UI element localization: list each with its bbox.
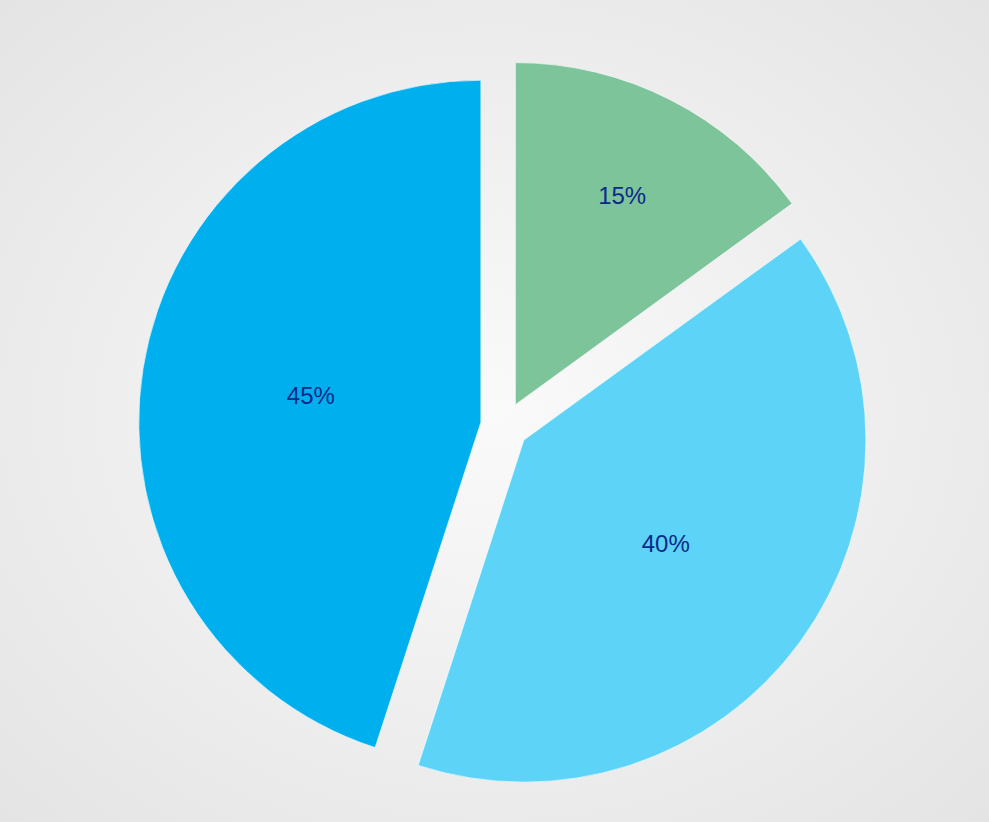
svg-text:15%: 15%: [598, 182, 646, 209]
svg-text:45%: 45%: [287, 382, 335, 409]
svg-text:40%: 40%: [642, 530, 690, 557]
